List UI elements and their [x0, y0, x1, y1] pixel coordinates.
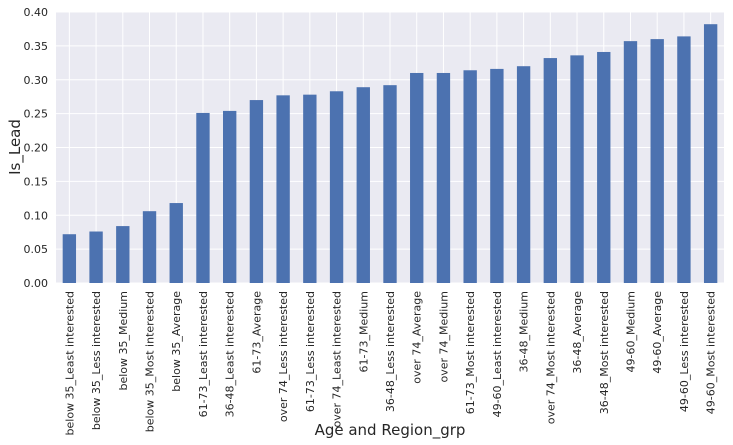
x-tick-label: 61-73_Medium: [357, 291, 370, 372]
x-tick-label: over 74_Least interested: [331, 291, 344, 427]
x-axis-label: Age and Region_grp: [315, 421, 466, 440]
x-tick-label: 61-73_Most interested: [464, 291, 477, 414]
x-tick-labels: below 35_Least interested below 35_Less i…: [63, 291, 717, 436]
bar: [169, 203, 183, 283]
bar: [383, 85, 397, 283]
bar: [116, 226, 130, 283]
x-tick-label: below 35_Less interested: [90, 291, 103, 430]
y-tick-label: 0.00: [24, 277, 49, 290]
x-tick-label: 36-48_Less interested: [384, 291, 397, 412]
y-tick-label: 0.30: [24, 74, 49, 87]
bar: [276, 95, 290, 284]
bar: [703, 24, 718, 283]
bar: [142, 211, 157, 283]
bar: [463, 70, 477, 283]
bar: [570, 55, 584, 283]
bar: [303, 94, 317, 283]
x-tick-label: over 74_Most interested: [544, 291, 557, 424]
bar: [356, 87, 370, 283]
x-tick-label: below 35_Medium: [117, 291, 130, 391]
bar: [62, 234, 77, 283]
bar: [249, 100, 264, 283]
x-tick-label: 49-60_Most interested: [705, 291, 718, 414]
y-tick-label: 0.40: [24, 6, 49, 19]
x-tick-label: 36-48_Average: [571, 291, 584, 374]
bar: [89, 231, 103, 283]
bars: [62, 24, 718, 284]
bar: [490, 68, 504, 283]
bar: [196, 112, 210, 283]
y-tick-labels: 0.00 0.05 0.10 0.15 0.20 0.25 0.30 0.35 0.40: [24, 6, 49, 290]
bar: [436, 72, 451, 283]
x-tick-label: below 35_Average: [170, 291, 183, 392]
x-tick-label: 49-60_Medium: [624, 291, 637, 372]
x-tick-label: 36-48_Medium: [518, 291, 531, 372]
x-tick-label: 61-73_Average: [250, 291, 263, 374]
y-axis-label: Is_Lead: [6, 119, 25, 175]
x-tick-label: below 35_Most interested: [144, 291, 157, 432]
x-tick-label: 36-48_Most interested: [598, 291, 611, 414]
bar: [623, 41, 638, 283]
x-tick-label: 49-60_Average: [651, 291, 664, 374]
bar: [677, 36, 691, 283]
bar: [543, 58, 557, 283]
y-tick-label: 0.25: [24, 108, 49, 121]
x-tick-label: 49-60_Least interested: [491, 291, 504, 417]
y-tick-label: 0.35: [24, 40, 49, 53]
bar: [410, 72, 424, 283]
x-tick-label: 61-73_Least interested: [197, 291, 210, 417]
bar: [597, 51, 611, 283]
x-tick-label: 36-48_Least interested: [224, 291, 237, 417]
bar: [329, 91, 344, 283]
x-tick-label: over 74_Medium: [437, 291, 450, 383]
x-tick-label: over 74_Less interested: [277, 291, 290, 422]
bar: [516, 66, 531, 283]
x-tick-label: 61-73_Less interested: [304, 291, 317, 412]
x-tick-label: over 74_Average: [411, 291, 424, 384]
x-tick-label: 49-60_Less interested: [678, 291, 691, 412]
y-tick-label: 0.05: [24, 243, 49, 256]
bar: [650, 39, 664, 283]
y-tick-label: 0.20: [24, 142, 49, 155]
y-tick-label: 0.10: [24, 209, 49, 222]
x-tick-label: below 35_Least interested: [63, 291, 76, 435]
y-tick-label: 0.15: [24, 175, 49, 188]
bar: [223, 110, 237, 283]
